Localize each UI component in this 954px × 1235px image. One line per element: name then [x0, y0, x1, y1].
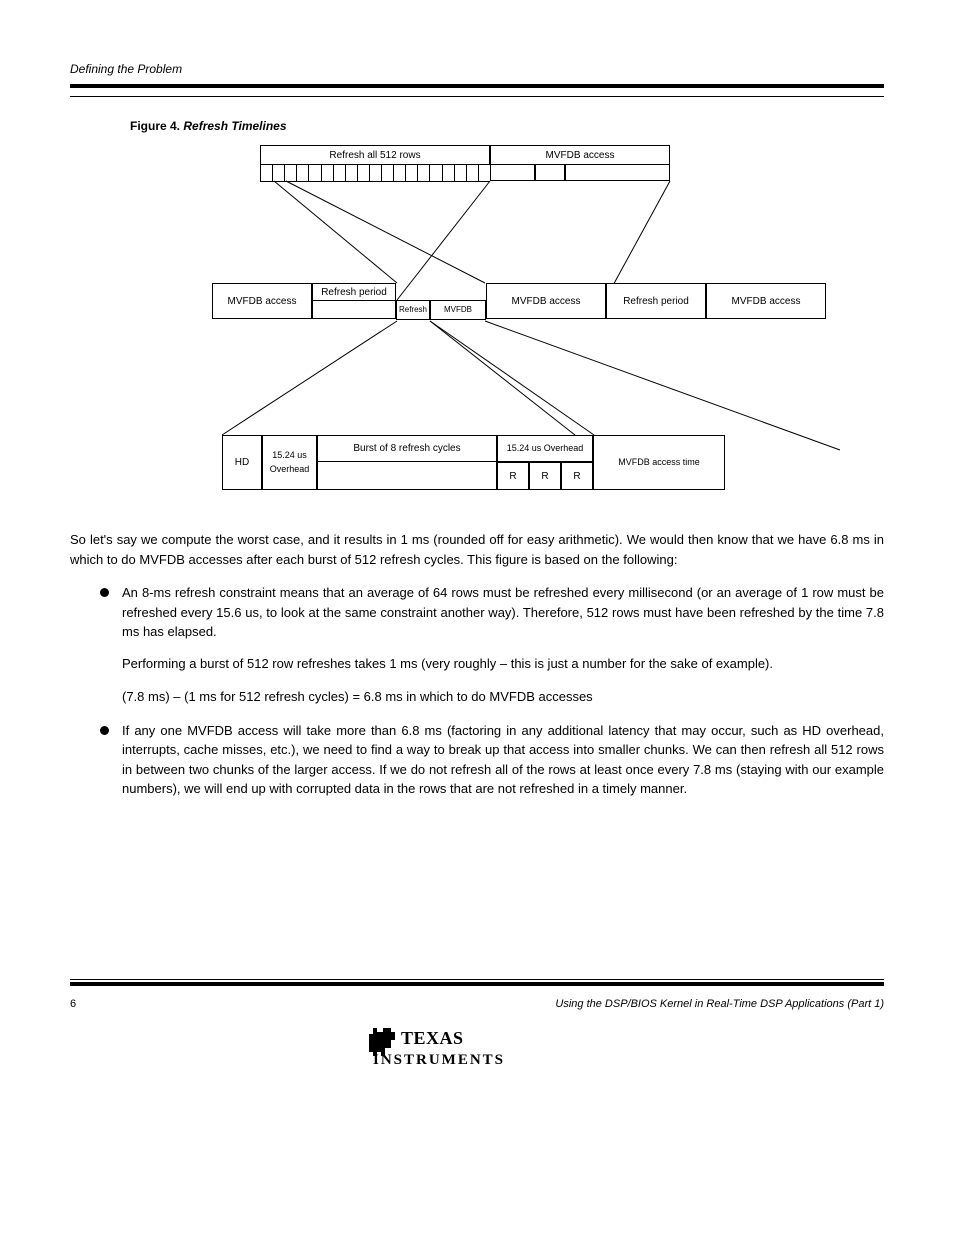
bullet-1-p2: Performing a burst of 512 row refreshes … [122, 654, 884, 674]
bullet-2: If any one MVFDB access will take more t… [100, 721, 884, 799]
figure-4: Figure 4. Refresh Timelines Refresh all … [130, 117, 884, 505]
page-number: 6 [70, 996, 76, 1013]
mid-cell-0: MVFDB access [212, 283, 312, 319]
bot-sub-2: R [561, 462, 593, 490]
refresh-timelines-diagram: Refresh all 512 rows MVFDB access MVFDB … [130, 145, 884, 505]
header-rule-thick [70, 84, 884, 88]
footer-doc-title: Using the DSP/BIOS Kernel in Real-Time D… [555, 996, 884, 1013]
mid-sub-right: MVFDB [430, 300, 486, 320]
bullet-list-2: If any one MVFDB access will take more t… [100, 721, 884, 799]
top-sub-right-1 [490, 165, 535, 181]
mid-cell-1-lower [312, 301, 396, 319]
figure-title-text: Refresh Timelines [183, 119, 286, 133]
top-mvfdb-access: MVFDB access [490, 145, 670, 165]
bullet-list: An 8-ms refresh constraint means that an… [100, 583, 884, 673]
paragraph-1: So let's say we compute the worst case, … [70, 530, 884, 569]
bot-cell-0: HD [222, 435, 262, 490]
ti-logo: TEXAS INSTRUMENTS [70, 1020, 884, 1076]
svg-text:TEXAS: TEXAS [401, 1028, 464, 1048]
top-sub-right-3 [565, 165, 670, 181]
bot-cell-3-upper: 15.24 us Overhead [497, 435, 593, 462]
footer-rule-thick [70, 982, 884, 986]
body-text: So let's say we compute the worst case, … [70, 530, 884, 799]
bullet-1: An 8-ms refresh constraint means that an… [100, 583, 884, 673]
bot-cell-1: 15.24 us Overhead [262, 435, 317, 490]
mid-cell-2: MVFDB access [486, 283, 606, 319]
header-label: Defining the Problem [70, 60, 884, 78]
bot-cell-4: MVFDB access time [593, 435, 725, 490]
svg-text:INSTRUMENTS: INSTRUMENTS [373, 1052, 505, 1068]
footer: 6 Using the DSP/BIOS Kernel in Real-Time… [70, 979, 884, 1076]
footer-row: 6 Using the DSP/BIOS Kernel in Real-Time… [70, 996, 884, 1013]
mid-sub-left: Refresh [396, 300, 430, 320]
figure-title: Figure 4. Refresh Timelines [130, 117, 884, 135]
header-rule-thin [70, 96, 884, 97]
bot-sub-1: R [529, 462, 561, 490]
sub-indent-calc: (7.8 ms) – (1 ms for 512 refresh cycles)… [122, 687, 884, 707]
bot-cell-2: Burst of 8 refresh cycles [317, 435, 497, 462]
bot-cell-2-lower [317, 462, 497, 490]
figure-number: Figure 4. [130, 119, 180, 133]
top-refresh-all: Refresh all 512 rows [260, 145, 490, 165]
bullet-2-p: If any one MVFDB access will take more t… [122, 721, 884, 799]
mid-cell-3: Refresh period [606, 283, 706, 319]
bullet-1-p1: An 8-ms refresh constraint means that an… [122, 583, 884, 642]
bot-sub-0: R [497, 462, 529, 490]
top-sub-right-2 [535, 165, 565, 181]
footer-rule-thin [70, 979, 884, 980]
mid-cell-4: MVFDB access [706, 283, 826, 319]
mid-cell-1: Refresh period [312, 283, 396, 301]
